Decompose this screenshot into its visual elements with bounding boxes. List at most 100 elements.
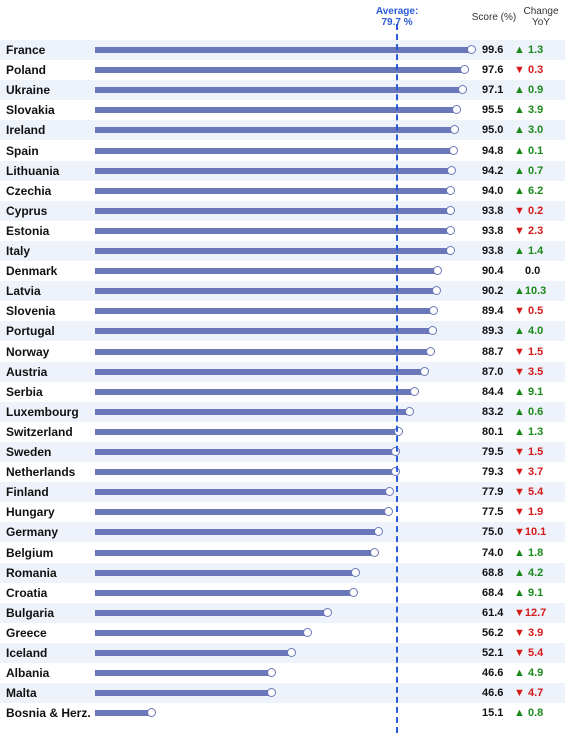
change-column-header: Change YoY [518, 6, 564, 28]
change-text: 10.3 [524, 285, 547, 298]
bar-end-marker [445, 225, 455, 235]
bar [95, 107, 457, 114]
bar-end-marker [370, 547, 380, 557]
bar [95, 87, 463, 94]
average-label-title: Average: [375, 6, 419, 17]
score-value: 93.8 [482, 224, 504, 237]
change-text: 0.2 [524, 204, 544, 217]
score-value: 52.1 [482, 647, 504, 659]
change-value: ▼ 4.7 [514, 683, 564, 703]
score-value: 94.0 [482, 184, 504, 197]
bar [95, 670, 272, 677]
up-arrow-icon: ▲ [514, 144, 525, 157]
country-label: Netherlands [6, 465, 76, 480]
bar [95, 288, 437, 295]
down-arrow-icon: ▼ [514, 647, 525, 659]
change-text: 0.8 [524, 707, 544, 720]
bar [95, 609, 328, 616]
country-label: Sweden [6, 445, 52, 459]
bar [95, 428, 399, 435]
bar-end-marker [302, 627, 312, 637]
change-value: ▼ 1.5 [514, 342, 564, 362]
score-value: 93.8 [482, 204, 504, 217]
country-label: Switzerland [6, 424, 73, 439]
change-text: 10.1 [524, 526, 547, 539]
bar-end-marker [467, 45, 477, 54]
change-value: ▼12.7 [514, 603, 564, 623]
up-arrow-icon: ▲ [514, 104, 525, 117]
change-value: ▼ 0.3 [514, 60, 564, 80]
score-value: 68.8 [482, 566, 504, 579]
down-arrow-icon: ▼ [514, 606, 525, 619]
country-label: Finland [6, 485, 49, 500]
score-value: 99.6 [482, 44, 504, 56]
score-value: 80.1 [482, 425, 504, 438]
change-text: 0.6 [524, 405, 544, 418]
change-value: ▲ 1.3 [514, 40, 564, 60]
up-arrow-icon: ▲ [514, 164, 525, 177]
bar-end-marker [458, 85, 467, 95]
down-arrow-icon: ▼ [514, 486, 525, 499]
score-value: 90.4 [482, 265, 504, 278]
change-value: ▼ 3.5 [514, 362, 564, 382]
score-value: 95.5 [482, 104, 504, 117]
country-label: Norway [6, 344, 50, 359]
down-arrow-icon: ▼ [514, 466, 525, 479]
country-label: Slovakia [6, 103, 55, 118]
bar-end-marker [432, 266, 442, 276]
bar [95, 127, 456, 134]
score-value: 68.4 [482, 586, 504, 599]
bar-end-marker [450, 125, 460, 135]
up-arrow-icon: ▲ [514, 385, 525, 398]
bar-end-marker [374, 527, 384, 537]
change-text: 0.5 [524, 305, 544, 318]
bar [95, 690, 272, 697]
bar-end-marker [451, 105, 461, 115]
change-text: 9.1 [524, 385, 544, 398]
country-label: Italy [6, 244, 31, 258]
change-value: ▲ 1.3 [514, 422, 564, 442]
bar [95, 207, 451, 214]
bar [95, 328, 434, 335]
bar-end-marker [385, 487, 395, 497]
score-value: 61.4 [482, 606, 504, 619]
score-value: 97.6 [482, 64, 504, 77]
country-label: Austria [6, 364, 48, 379]
change-value: ▼ 5.4 [514, 482, 564, 502]
country-label: Albania [6, 666, 50, 681]
up-arrow-icon: ▲ [514, 44, 525, 56]
bar-end-marker [266, 668, 276, 678]
change-value: 0.0 [514, 261, 564, 281]
bar [95, 629, 308, 636]
bar [95, 147, 455, 154]
down-arrow-icon: ▼ [514, 64, 525, 77]
change-text: 0.1 [524, 144, 544, 157]
change-value: ▲ 9.1 [514, 382, 564, 402]
row-band [0, 683, 565, 704]
bar-end-marker [445, 205, 455, 215]
country-label: Germany [6, 525, 59, 540]
change-value: ▼10.1 [514, 522, 564, 542]
bar [95, 489, 391, 496]
bar [95, 569, 356, 576]
bar [95, 589, 355, 596]
country-label: Portugal [6, 324, 55, 339]
change-text: 3.7 [524, 466, 544, 479]
bar-end-marker [266, 688, 276, 698]
up-arrow-icon: ▲ [514, 667, 525, 680]
bar-end-marker [447, 165, 457, 175]
country-label: Romania [6, 565, 57, 580]
bar-end-marker [391, 447, 401, 456]
bar-end-marker [393, 426, 403, 436]
bar [95, 388, 415, 395]
up-arrow-icon: ▲ [514, 84, 525, 97]
change-text: 0.3 [524, 64, 544, 77]
country-label: Malta [6, 686, 37, 701]
score-value: 77.5 [482, 506, 504, 519]
bar [95, 227, 451, 234]
score-value: 97.1 [482, 84, 504, 97]
change-text: 12.7 [524, 606, 547, 619]
bar-end-marker [445, 246, 455, 255]
country-label: Iceland [6, 646, 48, 660]
change-value: ▲ 3.9 [514, 100, 564, 120]
